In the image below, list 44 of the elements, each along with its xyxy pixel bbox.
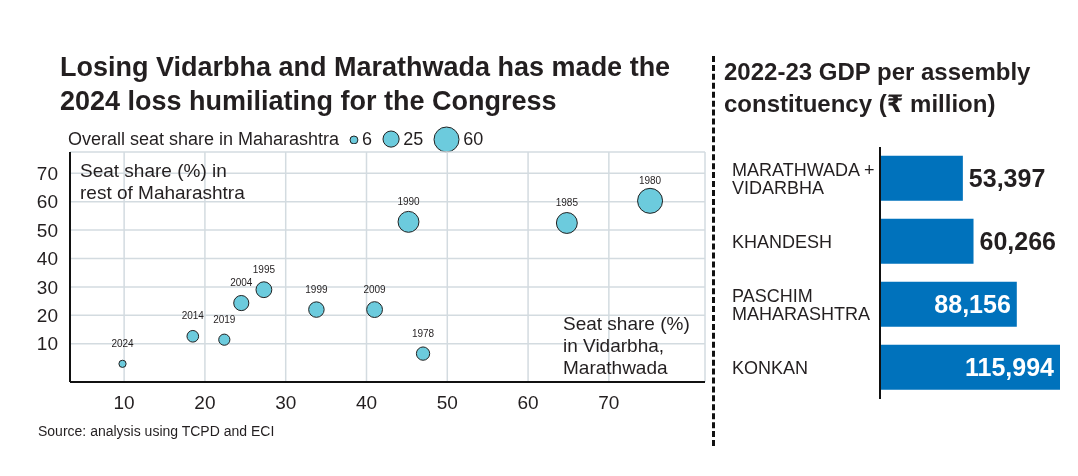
y-tick-label: 40 bbox=[36, 248, 58, 270]
source-note: Source: analysis using TCPD and ECI bbox=[38, 423, 275, 439]
y-tick-label: MARATHWADA + VIDARBHA bbox=[732, 159, 875, 198]
legend-label: 25 bbox=[403, 129, 424, 150]
y-tick-label: 30 bbox=[36, 276, 58, 298]
annotation: 1995 bbox=[252, 263, 276, 275]
bar bbox=[880, 218, 974, 264]
y-tick-label: 70 bbox=[36, 163, 58, 185]
legend-title: Overall seat share in Maharashtra bbox=[68, 129, 340, 150]
x-tick-label: 10 bbox=[113, 392, 135, 414]
data-label: 88,156 bbox=[934, 290, 1011, 319]
y-tick-label: 10 bbox=[36, 333, 58, 355]
annotation: 2009 bbox=[363, 283, 387, 295]
legend-label: 60 bbox=[463, 129, 484, 150]
y-tick-label: 60 bbox=[36, 191, 58, 213]
y-tick-label: KONKAN bbox=[732, 357, 809, 378]
x-tick-label: 70 bbox=[598, 392, 620, 414]
annotation: 1985 bbox=[555, 196, 579, 208]
y-tick-label: PASCHIM MAHARASHTRA bbox=[732, 285, 871, 324]
bar bbox=[880, 155, 963, 201]
x-tick-label: 50 bbox=[436, 392, 458, 414]
annotation: 2004 bbox=[230, 277, 253, 289]
legend-label: 6 bbox=[362, 129, 373, 150]
annotation: 1999 bbox=[305, 283, 328, 295]
data-label: 60,266 bbox=[979, 227, 1056, 256]
y-tick-label: KHANDESH bbox=[732, 231, 833, 252]
x-tick-label: 20 bbox=[194, 392, 216, 414]
x-axis-title: Seat share (%) in Vidarbha, Marathwada bbox=[563, 313, 691, 379]
chart-title: Losing Vidarbha and Marathwada has made the 2024 loss humiliating for the Congress bbox=[60, 51, 672, 118]
x-tick-label: 60 bbox=[517, 392, 539, 414]
annotation: 2019 bbox=[213, 313, 236, 325]
annotation: 2024 bbox=[111, 337, 135, 349]
chart-title: 2022-23 GDP per assembly constituency (₹ million) bbox=[724, 57, 1032, 119]
x-tick-label: 30 bbox=[275, 392, 297, 414]
x-tick-label: 40 bbox=[355, 392, 378, 414]
y-tick-label: 50 bbox=[36, 219, 58, 241]
y-tick-label: 20 bbox=[36, 305, 58, 327]
data-label: 53,397 bbox=[968, 164, 1046, 193]
y-axis-title: Seat share (%) in rest of Maharashtra bbox=[80, 160, 246, 204]
annotation: 2014 bbox=[181, 310, 205, 322]
annotation: 1990 bbox=[397, 195, 421, 207]
data-label: 115,994 bbox=[965, 353, 1055, 382]
annotation: 1980 bbox=[638, 174, 662, 186]
annotation: 1978 bbox=[411, 327, 435, 339]
